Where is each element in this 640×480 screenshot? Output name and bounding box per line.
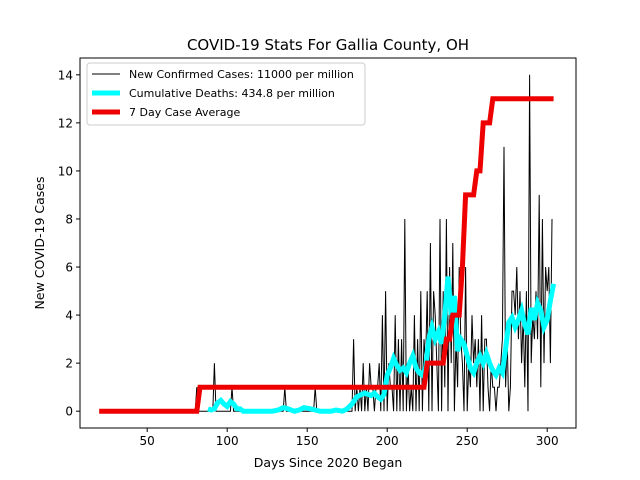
y-tick-label: 12 [58,116,73,130]
y-tick-label: 2 [65,357,73,371]
y-axis: 0 2 4 6 8 10 12 14 [58,68,80,419]
x-axis: 50 100 150 200 250 300 [140,428,559,448]
legend-label-7-day-average: 7 Day Case Average [129,106,241,119]
x-tick-label: 200 [376,434,399,448]
legend-label-cumulative-deaths: Cumulative Deaths: 434.8 per million [129,87,335,100]
chart-title: COVID-19 Stats For Gallia County, OH [187,36,469,54]
x-axis-label: Days Since 2020 Began [254,455,403,470]
legend: New Confirmed Cases: 11000 per million C… [86,62,366,126]
legend-label-new-cases: New Confirmed Cases: 11000 per million [129,68,354,81]
y-tick-label: 6 [65,261,73,275]
y-tick-label: 8 [65,212,73,226]
series-7-day-average [99,96,554,414]
x-tick-label: 300 [536,434,559,448]
x-tick-label: 50 [140,434,155,448]
y-tick-label: 14 [58,68,73,82]
y-axis-label: New COVID-19 Cases [32,177,47,310]
y-tick-label: 10 [58,164,73,178]
y-tick-label: 4 [65,309,73,323]
x-tick-label: 100 [216,434,239,448]
x-tick-label: 150 [296,434,319,448]
series-layer [99,74,557,414]
plot-frame [79,57,577,429]
x-tick-label: 250 [456,434,479,448]
series-cumulative-deaths [207,276,557,414]
y-tick-label: 0 [65,405,73,419]
legend-box [86,62,366,126]
